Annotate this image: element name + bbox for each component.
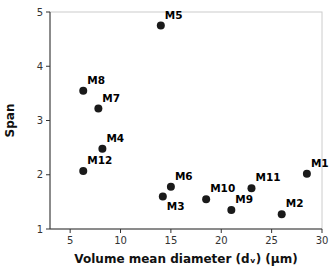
y-tick-label: 3 xyxy=(37,115,43,126)
y-tick xyxy=(46,174,50,175)
x-tick-label: 10 xyxy=(114,235,127,246)
point xyxy=(79,87,87,95)
point xyxy=(94,105,102,113)
point xyxy=(167,183,175,191)
point-label: M7 xyxy=(102,92,120,104)
x-tick xyxy=(221,229,222,233)
x-tick xyxy=(322,229,323,233)
point-label: M2 xyxy=(286,197,304,209)
point xyxy=(202,195,210,203)
point xyxy=(79,167,87,175)
x-tick-label: 30 xyxy=(316,235,329,246)
x-tick-label: 5 xyxy=(67,235,73,246)
y-tick-label: 4 xyxy=(37,61,43,72)
point-label: M12 xyxy=(87,154,112,166)
point-label: M10 xyxy=(210,182,235,194)
x-tick-label: 20 xyxy=(215,235,228,246)
y-tick-label: 2 xyxy=(37,169,43,180)
point xyxy=(247,184,255,192)
x-tick xyxy=(70,229,71,233)
point-label: M4 xyxy=(106,132,124,144)
point-label: M5 xyxy=(165,9,183,21)
y-tick xyxy=(46,229,50,230)
x-tick-label: 15 xyxy=(165,235,178,246)
x-axis-label: Volume mean diameter (dᵥ) (μm) xyxy=(74,252,297,266)
x-tick xyxy=(120,229,121,233)
x-tick xyxy=(271,229,272,233)
y-tick-label: 1 xyxy=(37,224,43,235)
y-tick-label: 5 xyxy=(37,7,43,18)
x-tick xyxy=(170,229,171,233)
y-tick xyxy=(46,66,50,67)
point xyxy=(278,210,286,218)
point xyxy=(303,170,311,178)
x-tick-label: 25 xyxy=(265,235,278,246)
point-label: M1 xyxy=(311,157,329,169)
y-tick xyxy=(46,120,50,121)
chart: 5101520253012345Volume mean diameter (dᵥ… xyxy=(0,0,336,271)
point-label: M9 xyxy=(235,193,253,205)
plot-frame xyxy=(50,12,322,229)
point-label: M6 xyxy=(175,170,193,182)
x-axis-line xyxy=(50,229,322,230)
y-axis-label: Span xyxy=(3,104,17,138)
point xyxy=(159,192,167,200)
points xyxy=(79,22,311,219)
point xyxy=(98,145,106,153)
point-label: M8 xyxy=(87,74,105,86)
point-label: M3 xyxy=(167,200,185,212)
point xyxy=(227,206,235,214)
point-label: M11 xyxy=(255,171,280,183)
y-tick xyxy=(46,12,50,13)
point xyxy=(157,22,165,30)
